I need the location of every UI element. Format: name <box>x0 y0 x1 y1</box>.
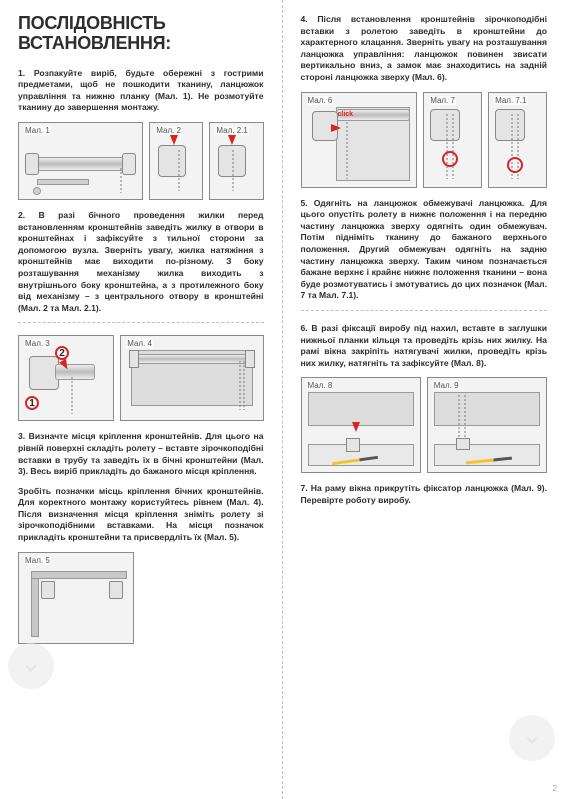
figure-6: Мал. 6 click <box>301 92 418 188</box>
watermark-icon <box>509 715 555 761</box>
step-1-text: 1. Розпакуйте виріб, будьте обережні з г… <box>18 68 264 114</box>
figure-3: Мал. 3 2 1 <box>18 335 114 421</box>
click-label: click <box>338 111 354 118</box>
right-column: 4. Після встановлення кронштейнів зірочк… <box>283 0 565 799</box>
callout-1: 1 <box>25 396 39 410</box>
left-column: ПОСЛІДОВНІСТЬ ВСТАНОВЛЕННЯ: 1. Розпакуйт… <box>0 0 283 799</box>
divider-1 <box>18 322 264 323</box>
page-number: 2 <box>553 784 557 793</box>
instruction-page: ПОСЛІДОВНІСТЬ ВСТАНОВЛЕННЯ: 1. Розпакуйт… <box>0 0 565 799</box>
fig-7-label: Мал. 7 <box>429 96 456 105</box>
fig-row-2: Мал. 3 2 1 Мал. 4 <box>18 335 264 421</box>
fig-6-label: Мал. 6 <box>307 96 334 105</box>
page-title: ПОСЛІДОВНІСТЬ ВСТАНОВЛЕННЯ: <box>18 14 264 54</box>
step-3a-text: 3. Визначте місця кріплення кронштейнів.… <box>18 431 264 477</box>
fig-row-5: Мал. 8 Мал. 9 <box>301 377 548 473</box>
fig-row-4: Мал. 6 click Мал. 7 Мал. 7.1 <box>301 92 548 188</box>
figure-2: Мал. 2 <box>149 122 203 200</box>
fig-5-label: Мал. 5 <box>24 556 51 565</box>
fig-2-label: Мал. 2 <box>155 126 182 135</box>
figure-1: Мал. 1 <box>18 122 143 200</box>
divider-2 <box>301 310 548 311</box>
fig-4-label: Мал. 4 <box>126 339 153 348</box>
figure-5: Мал. 5 <box>18 552 134 644</box>
step-3b-text: Зробіть позначки місць кріплення бічних … <box>18 486 264 544</box>
fig-3-label: Мал. 3 <box>24 339 51 348</box>
fig-row-1: Мал. 1 Мал. 2 Мал. 2.1 <box>18 122 264 200</box>
watermark-icon <box>8 643 54 689</box>
figure-4: Мал. 4 <box>120 335 263 421</box>
fig-8-label: Мал. 8 <box>307 381 334 390</box>
figure-2-1: Мал. 2.1 <box>209 122 263 200</box>
figure-7: Мал. 7 <box>423 92 482 188</box>
fig-9-label: Мал. 9 <box>433 381 460 390</box>
step-4-text: 4. Після встановлення кронштейнів зірочк… <box>301 14 548 84</box>
fig-1-label: Мал. 1 <box>24 126 51 135</box>
step-6-text: 6. В разі фіксації виробу під нахил, вст… <box>301 323 548 369</box>
fig-21-label: Мал. 2.1 <box>215 126 248 135</box>
figure-7-1: Мал. 7.1 <box>488 92 547 188</box>
figure-8: Мал. 8 <box>301 377 421 473</box>
step-2-text: 2. В разі бічного проведення жилки перед… <box>18 210 264 314</box>
step-5-text: 5. Одягніть на ланцюжок обмежувачі ланцю… <box>301 198 548 302</box>
step-7-text: 7. На раму вікна прикрутіть фіксатор лан… <box>301 483 548 506</box>
fig-row-3: Мал. 5 <box>18 552 264 644</box>
figure-9: Мал. 9 <box>427 377 547 473</box>
fig-71-label: Мал. 7.1 <box>494 96 527 105</box>
callout-2: 2 <box>55 346 69 360</box>
